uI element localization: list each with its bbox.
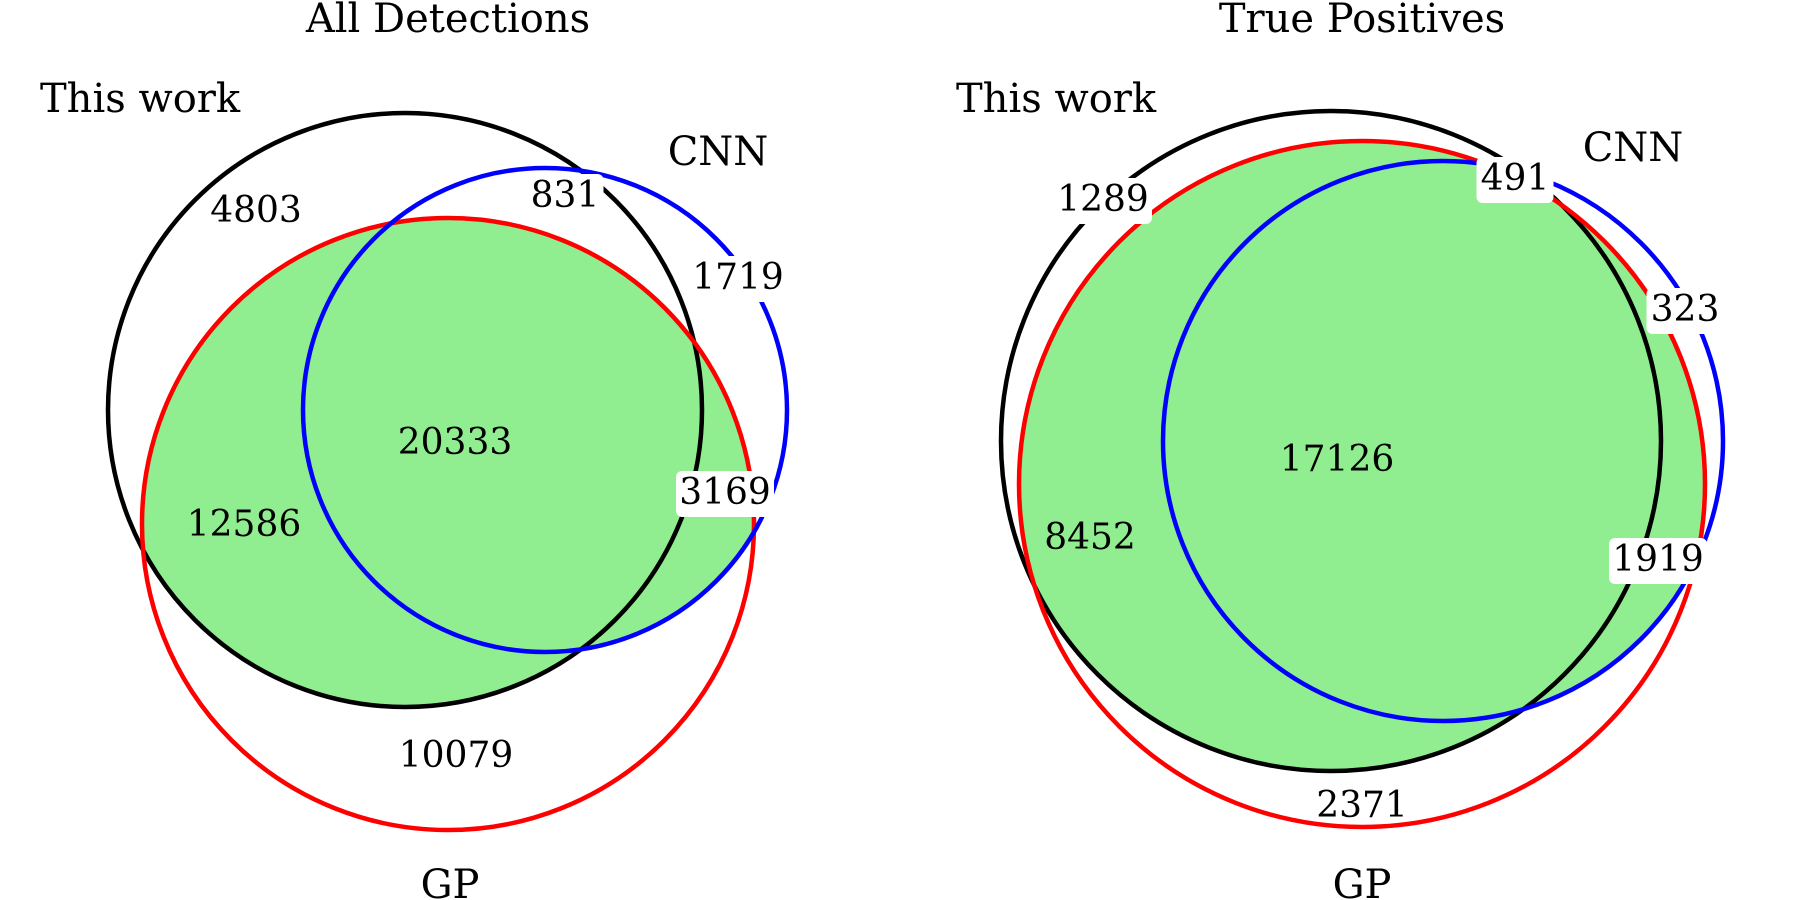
set-label-this-work: This work xyxy=(40,76,241,122)
region-label-this-work-only: 4803 xyxy=(210,190,302,231)
panel-title: True Positives xyxy=(1219,0,1505,42)
venn-panel-1: All Detections This work CNN GP 4803 1719 1007… xyxy=(40,0,787,900)
shaded-cnn-part xyxy=(303,168,787,652)
region-label-this-work-and-gp-only: 12586 xyxy=(187,504,302,545)
set-label-gp: GP xyxy=(1333,862,1392,900)
region-label-this-work-only: 1289 xyxy=(1057,179,1149,220)
panel-title: All Detections xyxy=(305,0,590,42)
region-label-cnn-and-gp-only: 3169 xyxy=(679,472,771,513)
region-label-cnn-and-gp-only: 1919 xyxy=(1612,539,1704,580)
set-label-cnn: CNN xyxy=(1583,125,1684,171)
venn-panel-2: True Positives This work CNN GP 1289 323 2371 4… xyxy=(956,0,1724,900)
shaded-cnn-part xyxy=(1163,161,1723,721)
set-label-this-work: This work xyxy=(956,76,1157,122)
region-label-cnn-only: 323 xyxy=(1651,289,1720,330)
region-label-this-work-and-cnn-only: 491 xyxy=(1481,158,1550,199)
set-label-gp: GP xyxy=(421,862,480,900)
region-label-all-three: 20333 xyxy=(398,422,513,463)
region-label-this-work-and-gp-only: 8452 xyxy=(1044,517,1136,558)
region-label-gp-only: 10079 xyxy=(399,735,514,776)
set-label-cnn: CNN xyxy=(668,129,769,175)
region-label-cnn-only: 1719 xyxy=(692,257,784,298)
region-label-gp-only: 2371 xyxy=(1316,785,1408,826)
region-label-this-work-and-cnn-only: 831 xyxy=(531,175,600,216)
region-label-all-three: 17126 xyxy=(1280,439,1395,480)
